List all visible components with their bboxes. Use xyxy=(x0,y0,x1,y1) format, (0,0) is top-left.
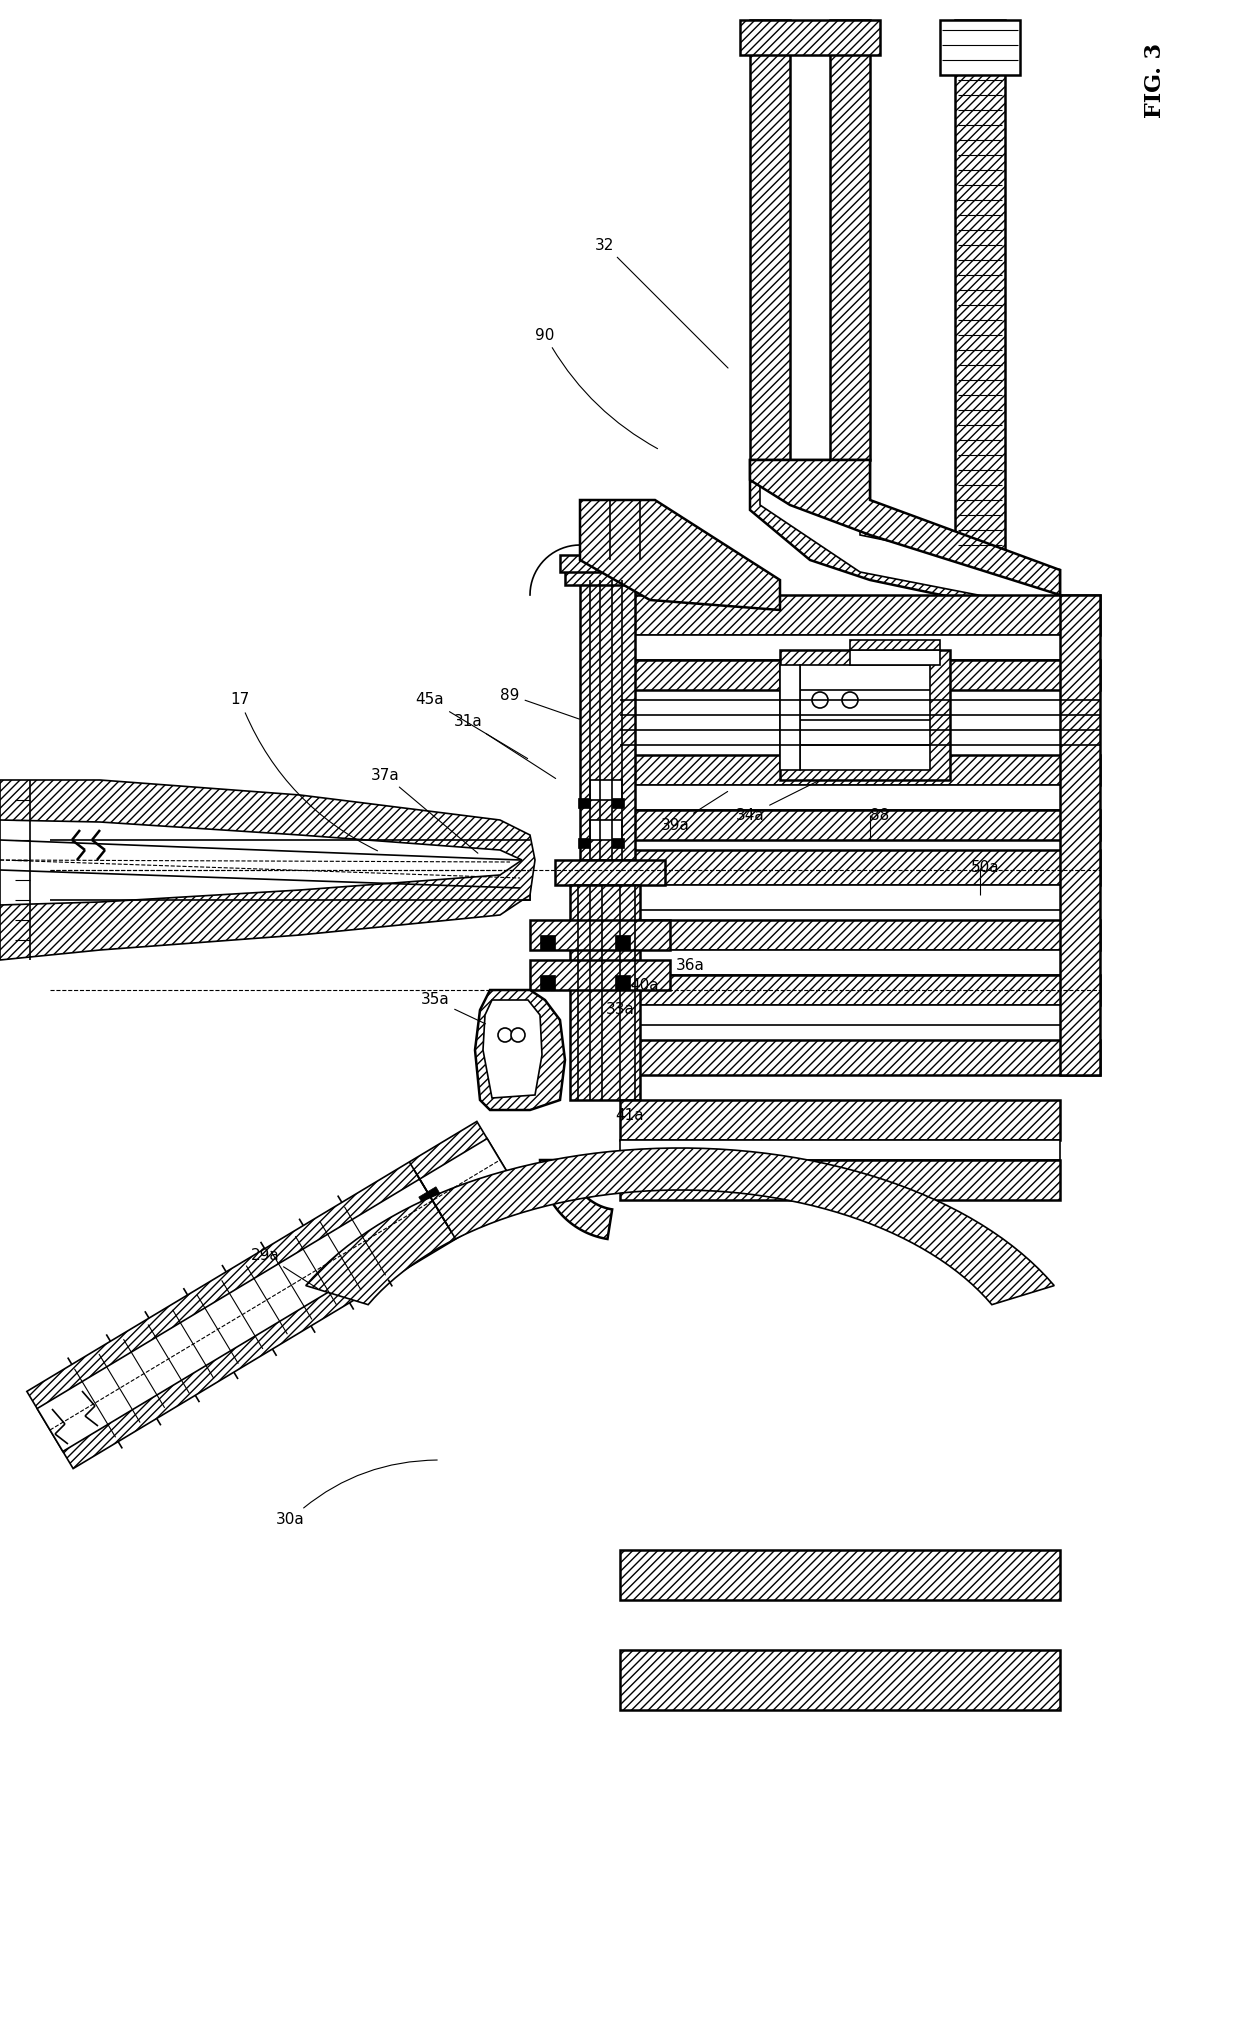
Polygon shape xyxy=(484,1001,542,1098)
Polygon shape xyxy=(50,870,529,900)
Polygon shape xyxy=(940,20,1021,75)
Text: 35a: 35a xyxy=(420,993,486,1023)
Polygon shape xyxy=(620,785,1100,809)
Polygon shape xyxy=(565,569,655,585)
Polygon shape xyxy=(620,1140,1060,1160)
Text: 37a: 37a xyxy=(371,767,477,854)
Polygon shape xyxy=(529,961,670,991)
Polygon shape xyxy=(0,819,522,904)
Bar xyxy=(578,837,590,848)
Polygon shape xyxy=(539,1160,613,1239)
Polygon shape xyxy=(570,886,640,1100)
Bar xyxy=(615,975,630,991)
Polygon shape xyxy=(800,666,930,771)
Circle shape xyxy=(812,692,828,708)
Polygon shape xyxy=(620,809,1100,839)
Polygon shape xyxy=(580,500,780,609)
Polygon shape xyxy=(780,650,950,781)
Polygon shape xyxy=(750,20,790,460)
Polygon shape xyxy=(419,1187,446,1215)
Text: 29a: 29a xyxy=(250,1247,317,1290)
Polygon shape xyxy=(760,464,1055,609)
Polygon shape xyxy=(0,819,529,900)
Text: 30a: 30a xyxy=(275,1459,438,1528)
Polygon shape xyxy=(306,1148,1054,1306)
Polygon shape xyxy=(620,1651,1060,1709)
Polygon shape xyxy=(560,555,660,571)
Text: 34a: 34a xyxy=(735,781,817,823)
Text: 36a: 36a xyxy=(676,957,704,973)
Text: 40a: 40a xyxy=(631,977,660,993)
Text: 39a: 39a xyxy=(661,791,728,833)
Bar xyxy=(539,975,556,991)
Polygon shape xyxy=(830,20,870,460)
Polygon shape xyxy=(849,640,940,650)
Polygon shape xyxy=(1060,595,1100,1076)
Text: 32: 32 xyxy=(595,238,728,367)
Polygon shape xyxy=(620,975,1100,1005)
Polygon shape xyxy=(590,781,622,799)
Polygon shape xyxy=(740,20,880,54)
Text: 31a: 31a xyxy=(454,714,556,779)
Text: 33a: 33a xyxy=(605,1003,635,1017)
Polygon shape xyxy=(620,850,1100,886)
Text: 88: 88 xyxy=(870,807,889,823)
Polygon shape xyxy=(556,860,665,886)
Circle shape xyxy=(511,1027,525,1041)
Circle shape xyxy=(498,1027,512,1041)
Bar xyxy=(613,837,624,848)
Circle shape xyxy=(842,692,858,708)
Polygon shape xyxy=(620,950,1100,975)
Polygon shape xyxy=(620,1039,1100,1076)
Polygon shape xyxy=(780,666,800,771)
Polygon shape xyxy=(590,819,622,839)
Polygon shape xyxy=(27,1122,523,1469)
Polygon shape xyxy=(620,1550,1060,1600)
Polygon shape xyxy=(580,500,640,561)
Text: 45a: 45a xyxy=(415,692,527,759)
Polygon shape xyxy=(620,1160,1060,1201)
Bar xyxy=(615,934,630,950)
Polygon shape xyxy=(475,991,565,1110)
Polygon shape xyxy=(620,636,1100,660)
Text: FIG. 3: FIG. 3 xyxy=(1145,42,1166,117)
Bar xyxy=(539,934,556,950)
Polygon shape xyxy=(580,579,635,860)
Text: 41a: 41a xyxy=(616,1108,645,1122)
Polygon shape xyxy=(620,1005,1100,1025)
Polygon shape xyxy=(37,1138,513,1451)
Polygon shape xyxy=(50,839,529,870)
Polygon shape xyxy=(750,460,1060,620)
Bar xyxy=(578,797,590,807)
Text: 17: 17 xyxy=(231,692,377,852)
Text: 50a: 50a xyxy=(971,860,999,876)
Polygon shape xyxy=(620,1100,1060,1140)
Polygon shape xyxy=(750,460,1060,595)
Text: 89: 89 xyxy=(500,688,579,718)
Polygon shape xyxy=(620,660,1100,690)
Polygon shape xyxy=(849,650,940,666)
Polygon shape xyxy=(0,781,534,961)
Text: 90: 90 xyxy=(536,327,657,448)
Polygon shape xyxy=(529,920,670,950)
Polygon shape xyxy=(620,920,1100,950)
Polygon shape xyxy=(955,20,1004,551)
Polygon shape xyxy=(620,886,1100,910)
Bar xyxy=(613,797,624,807)
Polygon shape xyxy=(620,595,1100,636)
Polygon shape xyxy=(620,755,1100,785)
